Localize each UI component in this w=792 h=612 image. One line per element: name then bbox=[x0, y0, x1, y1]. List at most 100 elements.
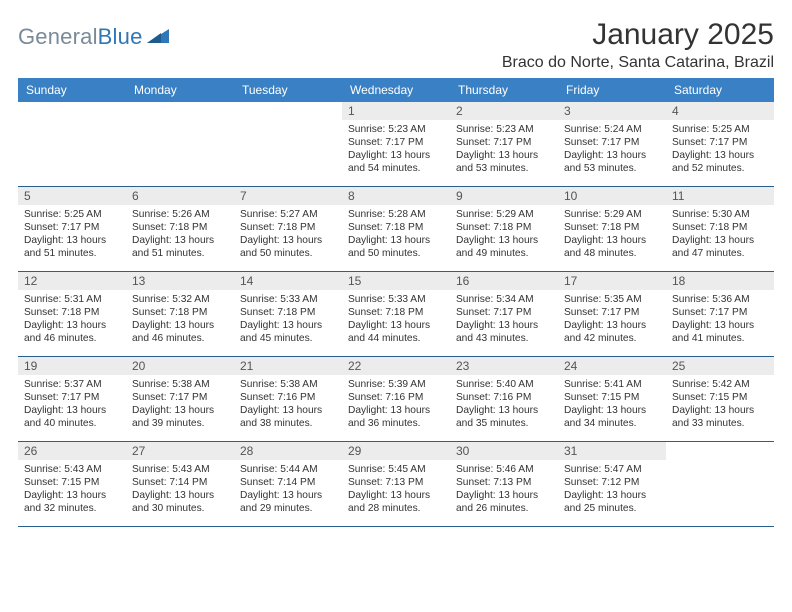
day-info: Sunrise: 5:23 AMSunset: 7:17 PMDaylight:… bbox=[456, 123, 552, 175]
day-cell: 4 Sunrise: 5:25 AMSunset: 7:17 PMDaylight… bbox=[666, 102, 774, 186]
day-info: Sunrise: 5:29 AMSunset: 7:18 PMDaylight:… bbox=[564, 208, 660, 260]
day-info: Sunrise: 5:44 AMSunset: 7:14 PMDaylight:… bbox=[240, 463, 336, 515]
day-number: 20 bbox=[126, 357, 234, 375]
day-number bbox=[18, 102, 126, 106]
day-cell: 5Sunrise: 5:25 AMSunset: 7:17 PMDaylight… bbox=[18, 187, 126, 271]
day-number: 18 bbox=[666, 272, 774, 290]
day-cell: 30 Sunrise: 5:46 AMSunset: 7:13 PMDayligh… bbox=[450, 442, 558, 526]
day-cell: 24 Sunrise: 5:41 AMSunset: 7:15 PMDayligh… bbox=[558, 357, 666, 441]
day-number: 3 bbox=[558, 102, 666, 120]
day-info: Sunrise: 5:29 AMSunset: 7:18 PMDaylight:… bbox=[456, 208, 552, 260]
day-number bbox=[234, 102, 342, 106]
month-title: January 2025 bbox=[502, 18, 774, 52]
day-cell: 8Sunrise: 5:28 AMSunset: 7:18 PMDaylight… bbox=[342, 187, 450, 271]
day-cell: 28 Sunrise: 5:44 AMSunset: 7:14 PMDayligh… bbox=[234, 442, 342, 526]
day-number: 15 bbox=[342, 272, 450, 290]
logo-part2: Blue bbox=[98, 24, 143, 49]
day-number bbox=[126, 102, 234, 106]
week-row: 5Sunrise: 5:25 AMSunset: 7:17 PMDaylight… bbox=[18, 187, 774, 272]
day-number bbox=[666, 442, 774, 446]
day-cell: 29 Sunrise: 5:45 AMSunset: 7:13 PMDayligh… bbox=[342, 442, 450, 526]
day-number: 8 bbox=[342, 187, 450, 205]
day-cell: 22 Sunrise: 5:39 AMSunset: 7:16 PMDayligh… bbox=[342, 357, 450, 441]
day-cell: 17Sunrise: 5:35 AMSunset: 7:17 PMDayligh… bbox=[558, 272, 666, 356]
day-number: 10 bbox=[558, 187, 666, 205]
day-info: Sunrise: 5:31 AMSunset: 7:18 PMDaylight:… bbox=[24, 293, 120, 345]
day-info: Sunrise: 5:25 AMSunset: 7:17 PMDaylight:… bbox=[672, 123, 768, 175]
day-number: 19 bbox=[18, 357, 126, 375]
day-number: 30 bbox=[450, 442, 558, 460]
day-number: 17 bbox=[558, 272, 666, 290]
day-number: 12 bbox=[18, 272, 126, 290]
dow-label: Sunday bbox=[18, 78, 126, 102]
day-cell bbox=[234, 102, 342, 186]
dow-label: Saturday bbox=[666, 78, 774, 102]
day-info: Sunrise: 5:45 AMSunset: 7:13 PMDaylight:… bbox=[348, 463, 444, 515]
day-cell bbox=[666, 442, 774, 526]
logo: GeneralBlue bbox=[18, 18, 169, 50]
day-info: Sunrise: 5:25 AMSunset: 7:17 PMDaylight:… bbox=[24, 208, 120, 260]
day-cell: 23Sunrise: 5:40 AMSunset: 7:16 PMDayligh… bbox=[450, 357, 558, 441]
dow-label: Thursday bbox=[450, 78, 558, 102]
dow-label: Tuesday bbox=[234, 78, 342, 102]
week-row: 26Sunrise: 5:43 AMSunset: 7:15 PMDayligh… bbox=[18, 442, 774, 527]
day-cell: 9 Sunrise: 5:29 AMSunset: 7:18 PMDaylight… bbox=[450, 187, 558, 271]
day-info: Sunrise: 5:32 AMSunset: 7:18 PMDaylight:… bbox=[132, 293, 228, 345]
day-info: Sunrise: 5:37 AMSunset: 7:17 PMDaylight:… bbox=[24, 378, 120, 430]
day-info: Sunrise: 5:39 AMSunset: 7:16 PMDaylight:… bbox=[348, 378, 444, 430]
day-info: Sunrise: 5:23 AMSunset: 7:17 PMDaylight:… bbox=[348, 123, 444, 175]
day-number: 4 bbox=[666, 102, 774, 120]
day-number: 28 bbox=[234, 442, 342, 460]
week-row: 19 Sunrise: 5:37 AMSunset: 7:17 PMDayligh… bbox=[18, 357, 774, 442]
day-cell: 6 Sunrise: 5:26 AMSunset: 7:18 PMDaylight… bbox=[126, 187, 234, 271]
logo-part1: General bbox=[18, 24, 98, 49]
day-number: 14 bbox=[234, 272, 342, 290]
day-info: Sunrise: 5:46 AMSunset: 7:13 PMDaylight:… bbox=[456, 463, 552, 515]
day-cell: 16Sunrise: 5:34 AMSunset: 7:17 PMDayligh… bbox=[450, 272, 558, 356]
day-number: 23 bbox=[450, 357, 558, 375]
day-number: 16 bbox=[450, 272, 558, 290]
day-cell: 19 Sunrise: 5:37 AMSunset: 7:17 PMDayligh… bbox=[18, 357, 126, 441]
day-cell: 7Sunrise: 5:27 AMSunset: 7:18 PMDaylight… bbox=[234, 187, 342, 271]
day-cell: 2Sunrise: 5:23 AMSunset: 7:17 PMDaylight… bbox=[450, 102, 558, 186]
day-cell: 31Sunrise: 5:47 AMSunset: 7:12 PMDayligh… bbox=[558, 442, 666, 526]
day-cell: 3 Sunrise: 5:24 AMSunset: 7:17 PMDaylight… bbox=[558, 102, 666, 186]
day-cell: 20 Sunrise: 5:38 AMSunset: 7:17 PMDayligh… bbox=[126, 357, 234, 441]
day-number: 24 bbox=[558, 357, 666, 375]
header: GeneralBlue January 2025 Braco do Norte,… bbox=[18, 18, 774, 72]
day-info: Sunrise: 5:26 AMSunset: 7:18 PMDaylight:… bbox=[132, 208, 228, 260]
title-block: January 2025 Braco do Norte, Santa Catar… bbox=[502, 18, 774, 72]
week-row: 12 Sunrise: 5:31 AMSunset: 7:18 PMDayligh… bbox=[18, 272, 774, 357]
day-number: 21 bbox=[234, 357, 342, 375]
day-number: 11 bbox=[666, 187, 774, 205]
day-info: Sunrise: 5:42 AMSunset: 7:15 PMDaylight:… bbox=[672, 378, 768, 430]
day-info: Sunrise: 5:38 AMSunset: 7:17 PMDaylight:… bbox=[132, 378, 228, 430]
day-info: Sunrise: 5:43 AMSunset: 7:14 PMDaylight:… bbox=[132, 463, 228, 515]
day-number: 1 bbox=[342, 102, 450, 120]
logo-text: GeneralBlue bbox=[18, 24, 143, 50]
day-number: 13 bbox=[126, 272, 234, 290]
day-cell: 21Sunrise: 5:38 AMSunset: 7:16 PMDayligh… bbox=[234, 357, 342, 441]
day-number: 6 bbox=[126, 187, 234, 205]
day-number: 25 bbox=[666, 357, 774, 375]
day-info: Sunrise: 5:24 AMSunset: 7:17 PMDaylight:… bbox=[564, 123, 660, 175]
day-cell: 1 Sunrise: 5:23 AMSunset: 7:17 PMDaylight… bbox=[342, 102, 450, 186]
dow-label: Friday bbox=[558, 78, 666, 102]
calendar: SundayMondayTuesdayWednesdayThursdayFrid… bbox=[18, 78, 774, 527]
day-cell: 12 Sunrise: 5:31 AMSunset: 7:18 PMDayligh… bbox=[18, 272, 126, 356]
day-cell: 18Sunrise: 5:36 AMSunset: 7:17 PMDayligh… bbox=[666, 272, 774, 356]
day-number: 29 bbox=[342, 442, 450, 460]
day-number: 27 bbox=[126, 442, 234, 460]
day-info: Sunrise: 5:41 AMSunset: 7:15 PMDaylight:… bbox=[564, 378, 660, 430]
day-number: 31 bbox=[558, 442, 666, 460]
dow-label: Wednesday bbox=[342, 78, 450, 102]
dow-label: Monday bbox=[126, 78, 234, 102]
week-row: 1 Sunrise: 5:23 AMSunset: 7:17 PMDaylight… bbox=[18, 102, 774, 187]
day-number: 9 bbox=[450, 187, 558, 205]
day-number: 22 bbox=[342, 357, 450, 375]
day-info: Sunrise: 5:33 AMSunset: 7:18 PMDaylight:… bbox=[240, 293, 336, 345]
day-number: 7 bbox=[234, 187, 342, 205]
day-cell: 10 Sunrise: 5:29 AMSunset: 7:18 PMDayligh… bbox=[558, 187, 666, 271]
day-info: Sunrise: 5:33 AMSunset: 7:18 PMDaylight:… bbox=[348, 293, 444, 345]
day-cell: 14 Sunrise: 5:33 AMSunset: 7:18 PMDayligh… bbox=[234, 272, 342, 356]
